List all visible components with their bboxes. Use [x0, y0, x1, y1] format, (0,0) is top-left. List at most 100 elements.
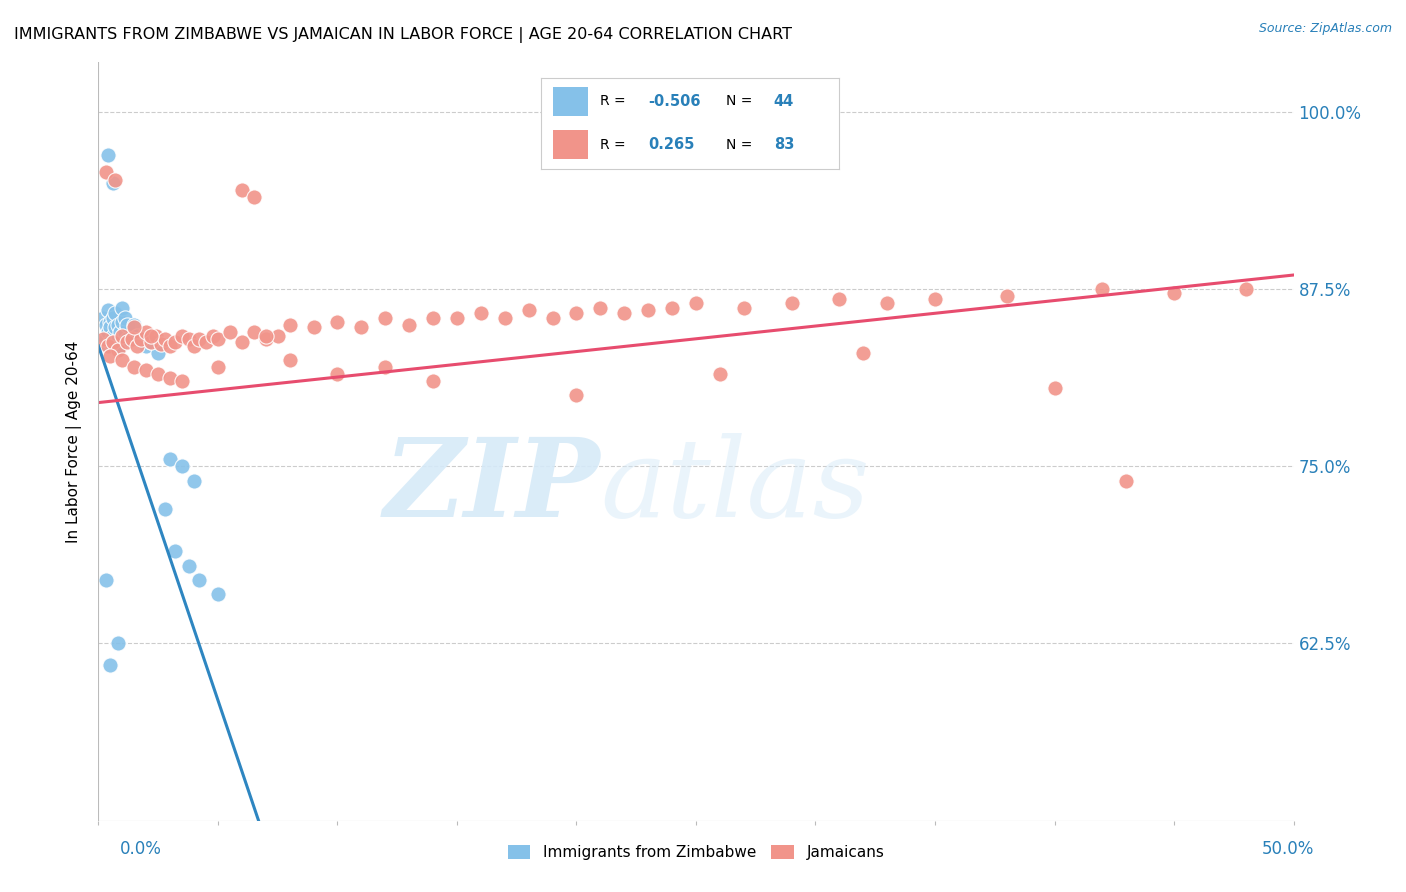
Point	[139, 334, 162, 349]
Point	[114, 310, 136, 325]
Point	[541, 310, 564, 325]
Point	[278, 353, 301, 368]
Point	[172, 329, 194, 343]
Point	[179, 332, 201, 346]
Point	[124, 360, 146, 375]
Point	[98, 657, 122, 672]
Point	[187, 573, 209, 587]
Point	[97, 325, 120, 339]
Point	[637, 303, 659, 318]
Point	[104, 334, 127, 349]
Text: Source: ZipAtlas.com: Source: ZipAtlas.com	[1258, 22, 1392, 36]
Point	[114, 325, 136, 339]
Point	[98, 349, 122, 363]
Point	[155, 332, 177, 346]
Point	[97, 147, 120, 161]
Point	[104, 306, 127, 320]
Point	[254, 332, 277, 346]
Point	[97, 339, 120, 353]
Y-axis label: In Labor Force | Age 20-64: In Labor Force | Age 20-64	[66, 341, 83, 542]
Point	[94, 573, 117, 587]
Point	[139, 334, 162, 349]
Point	[1115, 474, 1137, 488]
Point	[924, 292, 946, 306]
Point	[1234, 282, 1257, 296]
Point	[179, 558, 201, 573]
Point	[145, 329, 167, 343]
Point	[733, 301, 755, 315]
Point	[780, 296, 803, 310]
Point	[422, 374, 444, 388]
Point	[94, 318, 117, 332]
Point	[135, 325, 157, 339]
Point	[125, 329, 148, 343]
Point	[111, 301, 134, 315]
Point	[159, 371, 181, 385]
Point	[828, 292, 851, 306]
Point	[131, 332, 153, 346]
Point	[183, 339, 205, 353]
Point	[995, 289, 1018, 303]
Point	[107, 343, 129, 358]
Point	[195, 334, 218, 349]
Point	[231, 183, 253, 197]
Point	[115, 318, 138, 332]
Point	[139, 329, 162, 343]
Point	[231, 334, 253, 349]
Point	[159, 452, 181, 467]
Point	[135, 339, 157, 353]
Point	[685, 296, 707, 310]
Text: IMMIGRANTS FROM ZIMBABWE VS JAMAICAN IN LABOR FORCE | AGE 20-64 CORRELATION CHAR: IMMIGRANTS FROM ZIMBABWE VS JAMAICAN IN …	[14, 27, 792, 43]
Text: ZIP: ZIP	[384, 434, 600, 541]
Point	[398, 318, 420, 332]
Point	[374, 360, 396, 375]
Point	[111, 332, 134, 346]
Point	[565, 388, 588, 402]
Point	[446, 310, 468, 325]
Point	[107, 318, 129, 332]
Point	[107, 332, 129, 346]
Point	[94, 332, 117, 346]
Legend: Immigrants from Zimbabwe, Jamaicans: Immigrants from Zimbabwe, Jamaicans	[502, 838, 890, 866]
Point	[172, 459, 194, 474]
Point	[207, 587, 229, 601]
Point	[350, 320, 373, 334]
Point	[104, 173, 127, 187]
Point	[125, 339, 148, 353]
Point	[852, 346, 875, 360]
Point	[91, 310, 114, 325]
Point	[111, 315, 134, 329]
Point	[1091, 282, 1114, 296]
Point	[115, 332, 138, 346]
Point	[104, 320, 127, 334]
Text: 50.0%: 50.0%	[1263, 840, 1315, 858]
Point	[172, 374, 194, 388]
Point	[97, 339, 120, 353]
Point	[115, 334, 138, 349]
Point	[202, 329, 225, 343]
Point	[124, 320, 146, 334]
Point	[108, 339, 131, 353]
Point	[565, 306, 588, 320]
Point	[159, 339, 181, 353]
Point	[422, 310, 444, 325]
Point	[124, 318, 146, 332]
Point	[148, 346, 170, 360]
Point	[149, 337, 172, 351]
Point	[111, 353, 134, 368]
Point	[326, 368, 349, 382]
Point	[219, 325, 242, 339]
Point	[107, 636, 129, 650]
Point	[267, 329, 290, 343]
Point	[187, 332, 209, 346]
Point	[243, 325, 266, 339]
Point	[1163, 286, 1185, 301]
Point	[1043, 381, 1066, 395]
Point	[613, 306, 636, 320]
Point	[101, 329, 124, 343]
Point	[876, 296, 898, 310]
Point	[589, 301, 612, 315]
Point	[207, 332, 229, 346]
Point	[98, 320, 122, 334]
Point	[278, 318, 301, 332]
